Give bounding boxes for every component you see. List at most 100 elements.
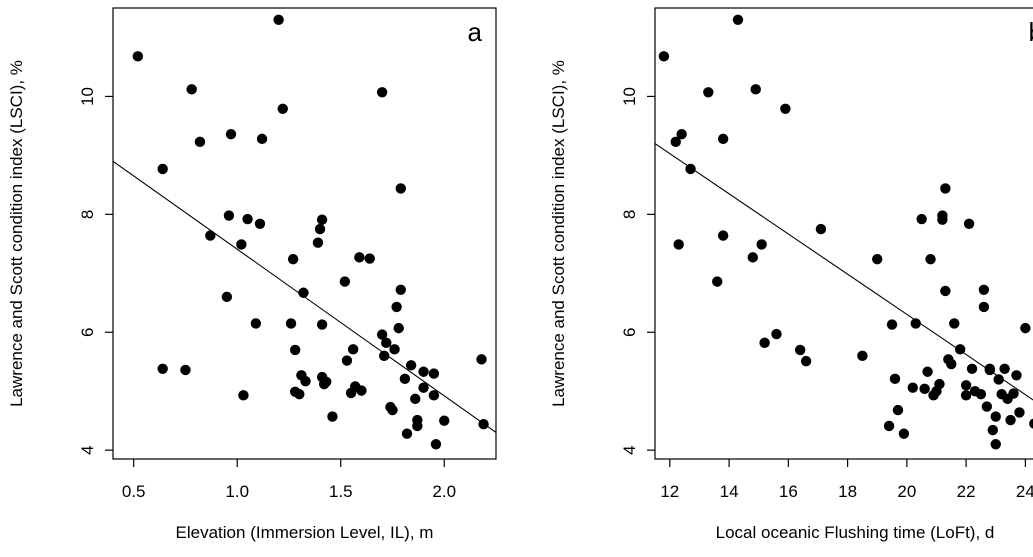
panel-a-data-point — [401, 428, 413, 439]
panel-a-data-point — [341, 355, 353, 366]
panel-b-data-point — [966, 363, 978, 374]
panel-a-x-tick-label: 2.0 — [432, 482, 456, 501]
panel-b-data-point — [922, 366, 933, 377]
panel-a-data-point — [412, 420, 423, 432]
panel-a-data-point — [376, 329, 388, 340]
panel-a-data-point — [300, 375, 311, 387]
panel-a-data-point — [238, 390, 249, 401]
panel-b-y-tick-label: 10 — [620, 87, 639, 106]
panel-b-data-point — [780, 103, 791, 115]
panel-b-y-tick-label: 8 — [620, 210, 639, 219]
panel-b-data-point — [987, 424, 998, 436]
panel-b-x-tick-label: 12 — [660, 482, 679, 501]
panel-b-data-point — [800, 355, 812, 367]
panel-a-data-point — [316, 319, 328, 330]
panel-b-data-point — [898, 428, 910, 439]
panel-b-data-point — [747, 252, 758, 263]
panel-a-data-point — [277, 103, 288, 115]
panel-a-data-point — [316, 214, 328, 225]
panel-b-data-point — [919, 383, 930, 395]
panel-b-data-point — [685, 163, 696, 175]
panel-a-data-point — [391, 301, 402, 313]
panel-a-data-point — [428, 368, 440, 379]
panel-b-x-tick-label: 16 — [779, 482, 798, 501]
panel-a-y-axis-title: Lawrence and Scott condition index (LSCI… — [7, 60, 26, 407]
panel-b-data-point — [978, 284, 990, 296]
panel-a-data-point — [395, 284, 406, 296]
panel-a-data-point — [132, 51, 144, 62]
panel-b-data-point — [984, 363, 996, 374]
panel-b-data-point — [794, 344, 806, 356]
panel-a-data-point — [399, 373, 411, 385]
panel-a-data-point — [256, 133, 268, 145]
panel-a-data-point — [254, 218, 266, 229]
panel-b-data-point — [670, 136, 681, 148]
panel-b-y-tick-label: 4 — [620, 445, 639, 454]
panel-a-data-point — [157, 163, 168, 175]
panel-a-data-point — [387, 404, 398, 416]
panel-b-data-point — [1008, 388, 1019, 399]
panel-b-data-point — [925, 253, 936, 265]
panel-a-data-point — [476, 354, 487, 365]
panel-b-data-point — [990, 411, 1001, 422]
panel-b-x-tick-label: 22 — [957, 482, 976, 501]
panel-b-data-point — [940, 183, 951, 194]
panel-a-data-point — [410, 393, 421, 405]
panel-a-data-point — [285, 318, 297, 329]
panel-a-data-point — [223, 210, 235, 221]
panel-b-data-point — [1020, 322, 1031, 334]
panel-a-data-point — [194, 136, 206, 148]
panel-a-data-point — [225, 128, 237, 140]
panel-b-data-point — [975, 388, 987, 400]
panel-a-data-point — [364, 253, 375, 264]
panel-a-x-tick-label: 1.0 — [225, 482, 249, 501]
panel-a-data-point — [321, 376, 332, 387]
panel-a-data-point — [205, 230, 216, 241]
panel-b-data-point — [1005, 414, 1016, 426]
panel-a-y-tick-label: 8 — [78, 210, 97, 219]
panel-b-x-tick-label: 20 — [897, 482, 916, 501]
panel-a-data-point — [250, 318, 262, 329]
panel-b-data-point — [940, 285, 951, 297]
panel-a-data-point — [312, 237, 324, 248]
panel-b-x-tick-label: 14 — [720, 482, 739, 501]
panel-b-data-point — [886, 319, 898, 330]
panel-a-data-point — [186, 84, 197, 95]
panel-a-y-tick-label: 10 — [78, 87, 97, 106]
panel-a-data-point — [298, 287, 309, 298]
panel-a-data-point — [430, 439, 442, 450]
panel-a-data-point — [439, 415, 450, 426]
panel-a-x-axis-title: Elevation (Immersion Level, IL), m — [176, 523, 434, 542]
panel-a-data-point — [379, 350, 390, 362]
panel-b-data-point — [934, 378, 945, 390]
panel-a-plot-frame — [112, 7, 497, 460]
panel-b-y-tick-label: 6 — [620, 328, 639, 337]
panel-b-data-point — [916, 213, 927, 225]
panel-b-data-point — [771, 328, 782, 340]
panel-a-data-point — [242, 213, 253, 225]
panel-a-data-point — [428, 390, 440, 401]
panel-b-data-point — [960, 390, 972, 401]
panel-b-data-point — [960, 380, 972, 391]
panel-b-data-point — [712, 276, 723, 287]
panel-b-data-point — [946, 358, 957, 370]
panel-a-data-point — [339, 276, 351, 287]
panel-b-data-point — [717, 230, 729, 241]
panel-a-data-point — [273, 14, 284, 25]
panel-b-data-point — [1014, 407, 1025, 418]
panel-b-data-point — [750, 84, 761, 95]
panel-b-data-point — [658, 51, 670, 62]
panel-b-data-point — [883, 420, 895, 432]
panel-a-data-point — [327, 411, 338, 422]
panel-b-data-point — [703, 87, 714, 98]
panel-b-x-axis-title: Local oceanic Flushing time (LoFt), d — [716, 523, 995, 542]
panel-b-regression-line — [654, 143, 1033, 401]
panel-b-plot-frame — [654, 7, 1033, 460]
panel-a-data-point — [395, 183, 406, 194]
panel-b-data-point — [981, 401, 993, 412]
panel-b-data-point — [717, 133, 729, 145]
panel-b-data-point — [889, 373, 901, 385]
panel-b-data-point — [999, 363, 1010, 374]
panel-a-data-point — [418, 382, 429, 393]
